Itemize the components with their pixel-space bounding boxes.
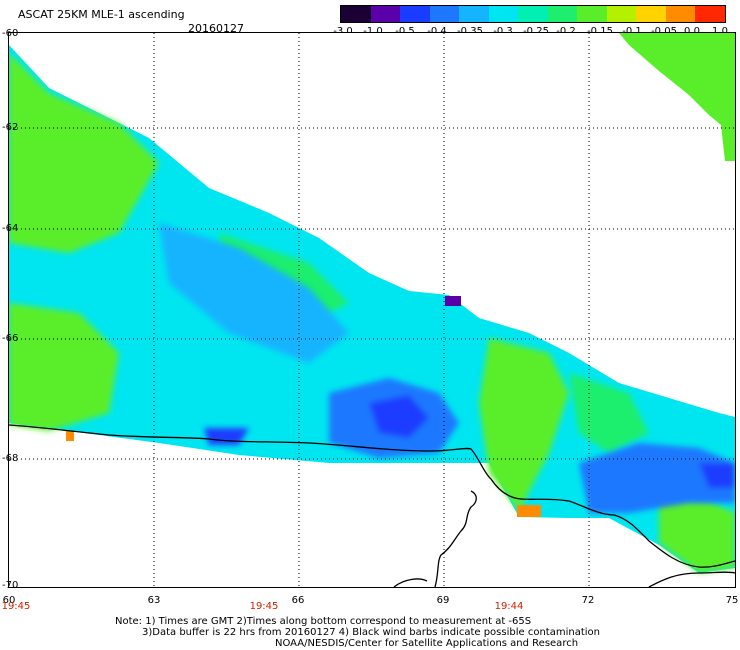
colorbar-label: -0.25	[523, 26, 549, 37]
time-label: 19:44	[494, 601, 524, 612]
map-title: ASCAT 25KM MLE-1 ascending	[18, 8, 185, 21]
wind-field-lightblue-band	[159, 223, 349, 363]
map-date: 20160127	[188, 22, 244, 35]
wind-field-green-w	[9, 303, 119, 431]
colorbar-segment	[695, 6, 725, 22]
coastline	[9, 424, 735, 568]
colorbar-label: -0.5	[395, 26, 415, 37]
x-tick-label: 63	[147, 595, 161, 606]
wind-field-map	[9, 33, 735, 587]
wind-field-purple-patch	[445, 296, 461, 306]
y-tick-label: -64	[2, 223, 19, 234]
coastline	[393, 578, 428, 587]
x-tick-label: 69	[436, 595, 450, 606]
colorbar-label: 0.0	[684, 26, 700, 37]
wind-field-blue-east-core	[699, 463, 735, 488]
coastline	[434, 490, 477, 587]
colorbar-label: -0.2	[556, 26, 576, 37]
wind-field-orange-patch	[517, 505, 541, 517]
colorbar	[340, 5, 726, 23]
colorbar-label: -0.1	[622, 26, 642, 37]
y-tick-label: -62	[2, 122, 19, 133]
swath-field	[9, 45, 735, 573]
colorbar-segment	[665, 6, 696, 22]
colorbar-label: 1.0	[712, 26, 728, 37]
colorbar-segment	[547, 6, 578, 22]
time-label: 19:45	[249, 601, 279, 612]
y-tick-label: -68	[2, 453, 19, 464]
colorbar-segment	[400, 6, 430, 22]
x-tick-label: 75	[725, 595, 739, 606]
x-tick-label: 66	[291, 595, 305, 606]
colorbar-segment	[370, 6, 401, 22]
time-label: 19:45	[1, 601, 31, 612]
colorbar-segment	[636, 6, 666, 22]
swath-field-ne	[619, 33, 735, 161]
x-tick-label: 72	[581, 595, 595, 606]
colorbar-label: -1.0	[363, 26, 383, 37]
colorbar-segment	[488, 6, 519, 22]
wind-field-green-nw	[9, 53, 159, 253]
footnote: 3)Data buffer is 22 hrs from 20160127 4)…	[142, 627, 600, 638]
y-tick-label: -60	[2, 28, 19, 39]
wind-field-orange-patch	[66, 431, 74, 441]
wind-field-blue-core	[369, 395, 429, 438]
colorbar-segment	[577, 6, 607, 22]
colorbar-label: -0.35	[457, 26, 483, 37]
map-plot-area	[8, 32, 736, 588]
colorbar-label: -0.05	[651, 26, 677, 37]
footnote: Note: 1) Times are GMT 2)Times along bot…	[115, 616, 532, 627]
y-tick-label: -66	[2, 333, 19, 344]
colorbar-segment	[459, 6, 489, 22]
x-tick-label: 60	[2, 595, 16, 606]
gridlines	[9, 33, 735, 587]
colorbar-label: -0.15	[587, 26, 613, 37]
y-tick-label: -70	[2, 580, 19, 591]
colorbar-segment	[606, 6, 637, 22]
wind-field-green-center	[479, 338, 569, 511]
wind-field-green-se	[659, 498, 735, 573]
colorbar-label: -0.4	[427, 26, 447, 37]
coastline	[648, 571, 735, 587]
colorbar-label: -3.0	[333, 26, 353, 37]
credit-line: NOAA/NESDIS/Center for Satellite Applica…	[275, 638, 579, 649]
colorbar-segment	[341, 6, 371, 22]
colorbar-segment	[518, 6, 548, 22]
wind-field-blue-east	[579, 443, 735, 513]
colorbar-segment	[429, 6, 460, 22]
colorbar-label: -0.3	[493, 26, 513, 37]
